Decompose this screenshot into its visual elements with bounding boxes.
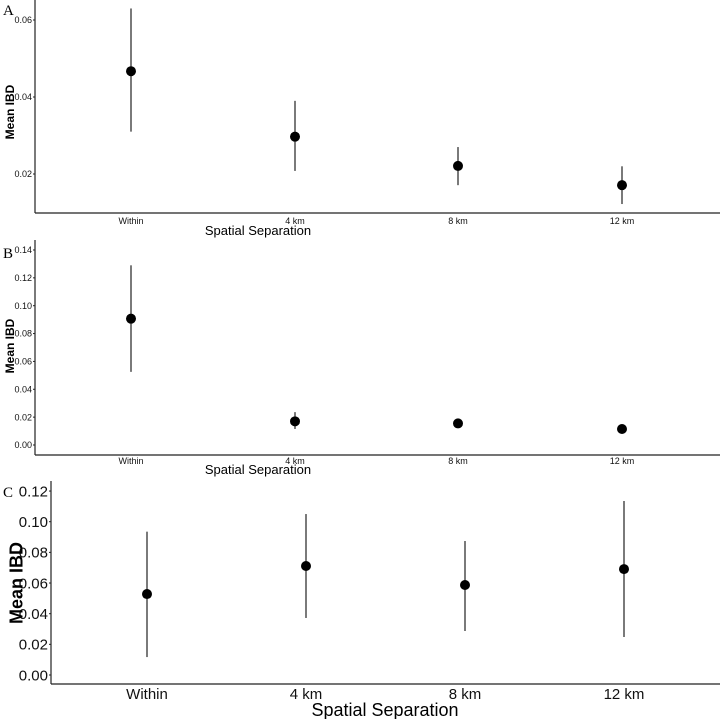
x-tick-label: 4 km	[285, 216, 305, 226]
data-point	[619, 564, 629, 575]
y-tick-label: 0.00	[19, 667, 48, 684]
y-tick-label: 0.04	[14, 384, 32, 394]
panel-letter: A	[3, 3, 14, 19]
data-point	[453, 160, 463, 171]
data-point	[301, 561, 311, 572]
data-point	[142, 589, 152, 600]
data-point	[126, 66, 136, 77]
y-tick-label: 0.04	[19, 606, 48, 623]
y-tick-label: 0.06	[14, 357, 32, 367]
panel-letter: C	[3, 485, 13, 501]
data-point	[290, 416, 300, 427]
y-tick-label: 0.10	[19, 514, 48, 531]
x-tick-label: 8 km	[448, 216, 468, 226]
y-axis-title: Mean IBD	[3, 84, 17, 139]
y-tick-label: 0.04	[14, 92, 32, 102]
x-axis-title: Spatial Separation	[311, 700, 458, 719]
x-axis-title: Spatial Separation	[205, 223, 311, 238]
data-point	[460, 580, 470, 591]
y-tick-label: 0.06	[14, 15, 32, 25]
panel-letter: B	[3, 246, 13, 262]
x-tick-label: 12 km	[604, 686, 645, 703]
y-tick-label: 0.02	[14, 412, 32, 422]
x-tick-label: Within	[126, 686, 168, 703]
x-tick-label: 4 km	[290, 686, 323, 703]
y-tick-label: 0.14	[14, 245, 32, 255]
panel-b: 0.00 0.02 0.04 0.06 0.08 0.10 0.12 0.14 Within 4 …	[3, 240, 720, 477]
data-point	[617, 423, 627, 434]
panel-c: 0.00 0.02 0.04 0.06 0.08 0.10 0.12 Within 4 km 8 …	[3, 481, 720, 719]
x-axis-title: Spatial Separation	[205, 462, 311, 477]
x-tick-label: 12 km	[610, 216, 635, 226]
y-tick-label: 0.00	[14, 440, 32, 450]
data-point	[290, 131, 300, 142]
x-tick-label: Within	[118, 456, 143, 466]
data-point	[453, 418, 463, 429]
y-tick-label: 0.02	[19, 637, 48, 654]
y-axis-title: Mean IBD	[6, 542, 26, 624]
x-tick-label: Within	[118, 216, 143, 226]
y-tick-label: 0.08	[14, 329, 32, 339]
y-tick-label: 0.12	[19, 483, 48, 500]
data-point	[617, 180, 627, 191]
data-point	[126, 313, 136, 324]
y-tick-label: 0.12	[14, 273, 32, 283]
y-tick-label: 0.10	[14, 301, 32, 311]
y-tick-label: 0.06	[19, 575, 48, 592]
x-tick-label: 4 km	[285, 456, 305, 466]
x-tick-label: 12 km	[610, 456, 635, 466]
y-tick-label: 0.02	[14, 169, 32, 179]
y-tick-label: 0.08	[19, 545, 48, 562]
x-tick-label: 8 km	[448, 456, 468, 466]
x-tick-label: 8 km	[449, 686, 482, 703]
panel-a: 0.02 0.04 0.06 Within 4 km 8 km 12 km Spatial S…	[3, 0, 720, 238]
y-axis-title: Mean IBD	[3, 318, 17, 373]
